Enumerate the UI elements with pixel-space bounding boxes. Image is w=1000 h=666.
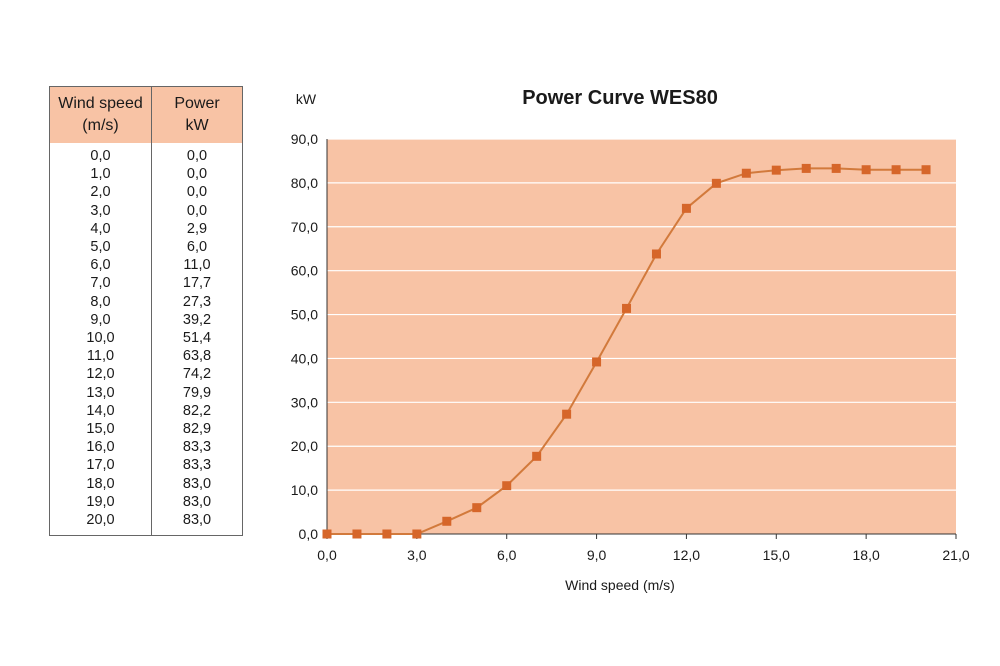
table-cell-power: 83,0 bbox=[182, 475, 212, 492]
table-cell-power: 17,7 bbox=[182, 275, 212, 292]
table-cell-power: 0,0 bbox=[186, 184, 208, 201]
table-cell-wind-speed: 2,0 bbox=[90, 184, 111, 201]
data-point bbox=[801, 163, 811, 173]
table-cell-wind-speed: 12,0 bbox=[86, 366, 115, 383]
y-tick-label: 30,0 bbox=[291, 394, 318, 410]
data-point bbox=[472, 503, 482, 513]
table-cell-power: 83,0 bbox=[182, 493, 212, 510]
table-cell-wind-speed: 9,0 bbox=[90, 311, 111, 328]
table-cell-power: 2,9 bbox=[186, 220, 208, 237]
x-tick-label: 6,0 bbox=[497, 547, 517, 563]
y-tick-label: 40,0 bbox=[291, 350, 318, 366]
table-cell-wind-speed: 3,0 bbox=[90, 202, 111, 219]
wind-speed-column: 0,0 1,0 2,0 3,0 4,0 5,0 6,0 7,0 8,0 9,0 10,0 11,0 12… bbox=[49, 143, 152, 536]
y-tick-label: 10,0 bbox=[291, 482, 318, 498]
y-tick-label: 60,0 bbox=[291, 263, 318, 279]
chart-title: Power Curve WES80 bbox=[522, 87, 718, 109]
header-power-line1: Power bbox=[174, 95, 220, 112]
table-cell-power: 6,0 bbox=[186, 239, 208, 256]
table-cell-wind-speed: 1,0 bbox=[90, 166, 111, 183]
data-point bbox=[921, 165, 931, 175]
y-tick-label: 50,0 bbox=[291, 307, 318, 323]
table-cell-power: 39,2 bbox=[182, 311, 212, 328]
table-cell-power: 83,3 bbox=[182, 439, 212, 456]
table-cell-wind-speed: 20,0 bbox=[86, 512, 115, 529]
power-column: 0,0 0,0 0,0 0,0 2,9 6,0 11,0 17,7 27,3 39,2 51,4 63… bbox=[152, 143, 243, 536]
data-table: Wind speed (m/s) Power kW 0,0 1,0 2,0 3,0 4,… bbox=[49, 86, 243, 536]
table-body: 0,0 1,0 2,0 3,0 4,0 5,0 6,0 7,0 8,0 9,0 10,0 11,0 12… bbox=[49, 143, 243, 536]
x-tick-label: 12,0 bbox=[673, 547, 700, 563]
table-header-row: Wind speed (m/s) Power kW bbox=[49, 86, 243, 143]
table-cell-power: 83,3 bbox=[182, 457, 212, 474]
x-tick-label: 0,0 bbox=[317, 547, 337, 563]
table-cell-wind-speed: 17,0 bbox=[86, 457, 115, 474]
table-cell-wind-speed: 4,0 bbox=[90, 220, 111, 237]
table-cell-wind-speed: 16,0 bbox=[86, 439, 115, 456]
data-point bbox=[831, 163, 841, 173]
table-cell-wind-speed: 19,0 bbox=[86, 493, 115, 510]
data-point bbox=[532, 451, 542, 461]
table-cell-wind-speed: 15,0 bbox=[86, 421, 115, 438]
x-tick-label: 15,0 bbox=[763, 547, 790, 563]
data-point bbox=[741, 168, 751, 178]
table-cell-power: 0,0 bbox=[186, 148, 208, 164]
data-point bbox=[651, 249, 661, 259]
table-cell-power: 82,2 bbox=[182, 402, 212, 419]
data-point bbox=[771, 165, 781, 175]
table-cell-wind-speed: 5,0 bbox=[90, 239, 111, 256]
y-tick-label: 90,0 bbox=[291, 131, 318, 147]
data-point bbox=[891, 165, 901, 175]
x-tick-label: 18,0 bbox=[853, 547, 880, 563]
table-cell-power: 79,9 bbox=[182, 384, 212, 401]
y-tick-label: 70,0 bbox=[291, 219, 318, 235]
data-point bbox=[592, 357, 602, 367]
data-point bbox=[502, 481, 512, 491]
table-cell-power: 27,3 bbox=[182, 293, 212, 310]
data-point bbox=[352, 529, 362, 539]
table-cell-wind-speed: 10,0 bbox=[86, 330, 115, 347]
x-tick-label: 21,0 bbox=[942, 547, 969, 563]
x-tick-label: 9,0 bbox=[587, 547, 607, 563]
table-cell-wind-speed: 8,0 bbox=[90, 293, 111, 310]
table-cell-wind-speed: 0,0 bbox=[90, 148, 111, 164]
table-cell-power: 82,9 bbox=[182, 421, 212, 438]
y-axis-label: kW bbox=[296, 91, 317, 107]
table-cell-wind-speed: 14,0 bbox=[86, 402, 115, 419]
table-cell-power: 63,8 bbox=[182, 348, 212, 365]
data-point bbox=[382, 529, 392, 539]
plot-area bbox=[327, 139, 956, 534]
data-point bbox=[442, 516, 452, 526]
table-cell-wind-speed: 18,0 bbox=[86, 475, 115, 492]
header-power-line2: kW bbox=[185, 117, 209, 134]
table-cell-power: 83,0 bbox=[182, 512, 212, 529]
table-cell-power: 0,0 bbox=[186, 166, 208, 183]
table-cell-wind-speed: 7,0 bbox=[90, 275, 111, 292]
table-cell-power: 74,2 bbox=[182, 366, 212, 383]
y-tick-label: 80,0 bbox=[291, 175, 318, 191]
data-point bbox=[711, 178, 721, 188]
table-cell-wind-speed: 11,0 bbox=[86, 348, 115, 365]
x-axis-label: Wind speed (m/s) bbox=[565, 577, 675, 593]
header-wind-speed-line2: (m/s) bbox=[82, 117, 119, 134]
table-cell-power: 11,0 bbox=[183, 257, 211, 274]
header-wind-speed: Wind speed (m/s) bbox=[49, 86, 152, 143]
data-point bbox=[322, 529, 332, 539]
data-point bbox=[681, 203, 691, 213]
header-wind-speed-line1: Wind speed bbox=[58, 95, 143, 112]
x-tick-label: 3,0 bbox=[407, 547, 427, 563]
header-power: Power kW bbox=[151, 86, 243, 143]
data-point bbox=[412, 529, 422, 539]
table-cell-power: 0,0 bbox=[186, 202, 208, 219]
y-tick-label: 20,0 bbox=[291, 438, 318, 454]
data-point bbox=[622, 303, 632, 313]
y-tick-label: 0,0 bbox=[299, 526, 319, 542]
table-cell-power: 51,4 bbox=[182, 330, 212, 347]
data-point bbox=[861, 165, 871, 175]
data-point bbox=[562, 409, 572, 419]
table-cell-wind-speed: 6,0 bbox=[90, 257, 111, 274]
table-cell-wind-speed: 13,0 bbox=[86, 384, 115, 401]
